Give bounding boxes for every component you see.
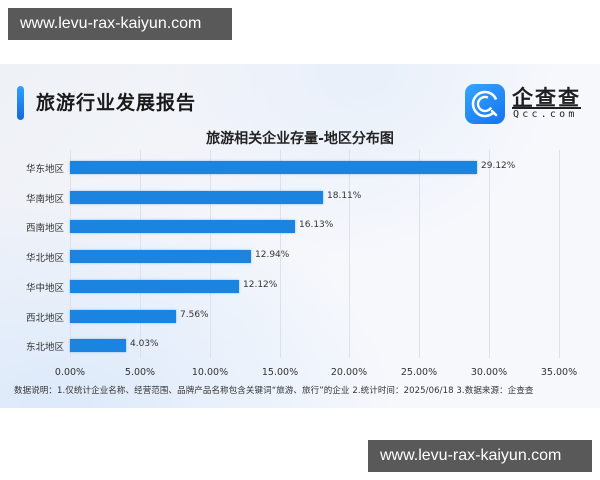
gridline (489, 150, 490, 358)
value-label: 16.13% (299, 220, 334, 230)
category-label: 华中地区 (25, 283, 64, 294)
value-label: 18.11% (327, 191, 362, 201)
title-accent-bar (17, 86, 24, 120)
value-label: 4.03% (130, 339, 159, 349)
report-card: 旅游行业发展报告 企查查 Qcc.com 旅游相关企业存量-地区分布图 0.00… (0, 64, 600, 408)
report-title: 旅游行业发展报告 (36, 92, 197, 114)
x-tick-label: 10.00% (191, 367, 229, 378)
bar-chart-plot: 0.00% 5.00% 10.00% 15.00% 20.00% 25.00% 30.00%… (0, 64, 600, 408)
bar (70, 339, 126, 352)
brand-domain: Qcc.com (513, 109, 578, 120)
category-label: 西北地区 (25, 313, 64, 324)
x-tick-label: 20.00% (330, 367, 368, 378)
bar (70, 310, 176, 323)
gridline (559, 150, 560, 358)
bar (70, 220, 295, 233)
x-tick-label: 35.00% (540, 367, 578, 378)
gridline (280, 150, 281, 358)
brand-name: 企查查 (512, 86, 581, 110)
category-label: 西南地区 (25, 223, 64, 234)
x-tick-label: 30.00% (470, 367, 508, 378)
x-tick-label: 5.00% (124, 367, 156, 378)
x-tick-label: 0.00% (54, 367, 86, 378)
category-label: 东北地区 (25, 342, 64, 353)
chart-title: 旅游相关企业存量-地区分布图 (206, 131, 394, 147)
value-label: 12.12% (243, 280, 278, 290)
value-label: 12.94% (255, 250, 290, 260)
bar (70, 280, 239, 293)
category-label: 华南地区 (25, 194, 64, 205)
gridline (349, 150, 350, 358)
watermark-bottom: www.levu-rax-kaiyun.com (368, 440, 592, 472)
category-label: 华北地区 (25, 253, 64, 264)
data-note: 数据说明：1.仅统计企业名称、经营范围、品牌产品名称包含关键词“旅游、旅行”的企… (14, 386, 534, 396)
watermark-top: www.levu-rax-kaiyun.com (8, 8, 232, 40)
x-tick-label: 25.00% (400, 367, 438, 378)
qcc-logo-icon (465, 84, 505, 124)
value-label: 7.56% (180, 310, 209, 320)
bar (70, 191, 323, 204)
bar (70, 161, 477, 174)
value-label: 29.12% (481, 161, 516, 171)
gridline (419, 150, 420, 358)
x-tick-label: 15.00% (261, 367, 299, 378)
category-label: 华东地区 (25, 164, 64, 175)
bar (70, 250, 251, 263)
